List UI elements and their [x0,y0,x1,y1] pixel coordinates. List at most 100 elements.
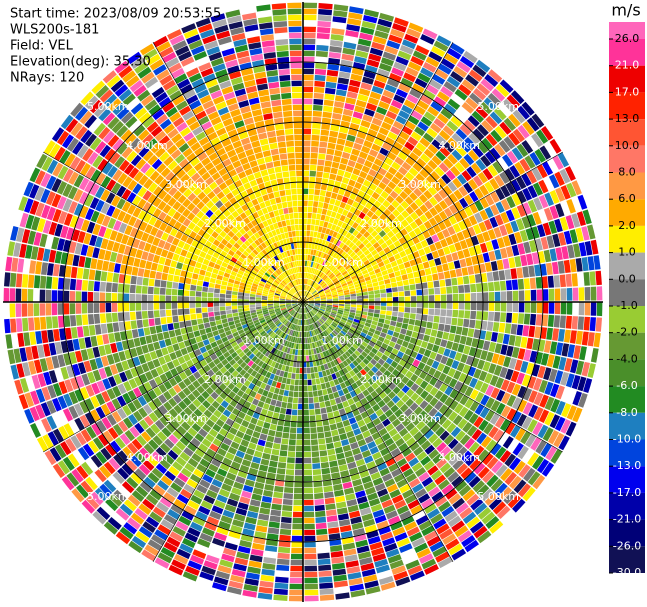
radar-gate [291,373,296,379]
radar-gate [541,462,555,477]
radar-gate [323,485,333,493]
radar-gate [79,414,90,428]
radar-gate [350,73,363,82]
radar-gate [390,126,401,136]
radar-gate [281,516,292,524]
radar-gate [552,328,559,341]
radar-gate [332,321,338,327]
radar-gate [390,360,399,369]
radar-gate [243,364,251,372]
radar-gate [293,305,299,309]
radar-gate [219,428,228,437]
radar-gate [345,321,352,326]
radar-gate [365,263,372,269]
radar-gate [489,216,499,228]
radar-gate [436,523,450,535]
radar-gate [468,413,479,425]
radar-gate [428,196,438,207]
radar-gate [318,290,324,294]
radar-gate [310,287,314,293]
radar-gate [335,446,344,454]
radar-gate [307,305,313,310]
radar-gate [410,290,417,296]
radar-gate [350,293,357,297]
radar-gate [489,413,500,425]
radar-gate [439,528,453,540]
radar-gate [304,331,307,338]
radar-gate [352,222,359,229]
radar-gate [368,305,375,310]
radar-gate [474,273,482,283]
radar-gate [308,279,312,286]
radar-gate [338,332,345,338]
radar-gate [442,365,451,375]
radar-gate [86,495,100,510]
radar-gate [543,340,552,353]
radar-gate [258,328,265,334]
radar-gate [373,158,383,167]
radar-gate [334,95,346,103]
radar-gate [329,539,342,546]
radar-gate [361,568,376,577]
radar-gate [565,315,572,329]
radar-gate [346,198,354,206]
radar-gate [163,390,172,401]
radar-gate [187,383,196,393]
radar-gate [390,336,398,343]
radar-gate [571,213,581,228]
radar-gate [255,351,262,358]
radar-gate [311,310,316,315]
radar-gate [151,334,159,343]
radar-gate [406,94,419,104]
radar-gate [308,296,314,300]
radar-gate [239,376,247,384]
radar-gate [333,279,339,284]
radar-gate [305,319,308,326]
radar-gate [132,356,141,367]
radar-gate [414,217,423,227]
radar-gate [291,535,303,542]
radar-gate [156,264,164,273]
radar-gate [344,306,351,310]
radar-gate [286,314,291,320]
radar-gate [349,272,356,278]
radar-gate [379,366,387,374]
radar-gate [263,490,273,497]
radar-gate [399,131,410,141]
radar-gate [330,360,336,368]
radar-gate [448,204,458,215]
radar-gate [423,460,435,471]
radar-gate [310,367,315,373]
radar-gate [367,492,378,501]
radar-gate [359,227,367,235]
radar-gate [554,302,561,315]
radar-gate [484,373,493,384]
radar-gate [189,337,197,345]
radar-gate [365,334,372,341]
radar-gate [572,407,583,423]
radar-gate [422,414,432,424]
radar-gate [469,377,478,388]
radar-gate [373,138,384,147]
radar-gate [559,168,571,184]
radar-gate [371,143,381,152]
radar-gate [232,386,240,394]
radar-gate [282,319,287,324]
radar-gate [372,177,381,186]
radar-gate [564,329,571,343]
radar-gate [337,77,350,85]
radar-gate [293,361,297,367]
radar-gate [415,515,429,526]
radar-gate [171,295,178,302]
radar-gate [300,319,303,326]
radar-gate [438,129,451,141]
radar-gate [460,467,473,480]
radar-gate [331,258,337,265]
radar-gate [235,450,245,459]
radar-gate [210,391,219,400]
radar-gate [275,474,285,481]
radar-gate [109,364,119,375]
radar-gate [177,472,189,483]
radar-gate [505,209,515,222]
radar-gate [407,61,422,72]
